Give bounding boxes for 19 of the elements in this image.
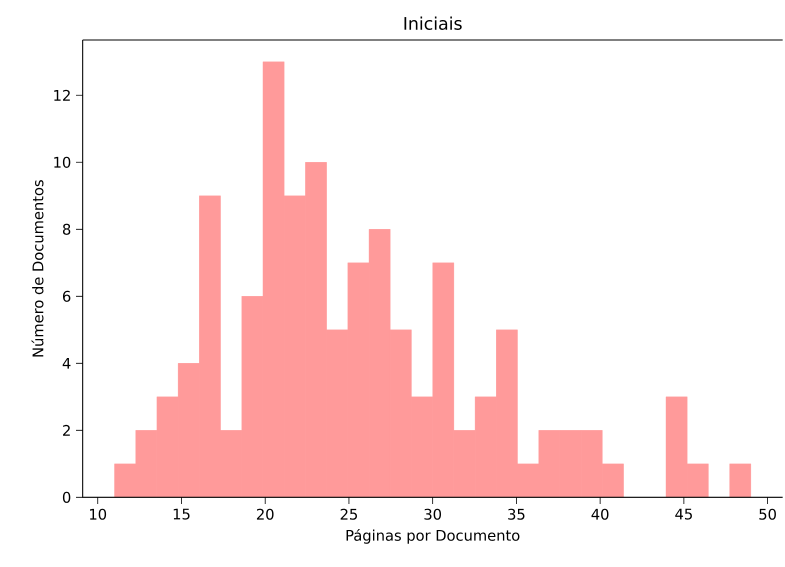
- x-tick-label: 35: [508, 508, 524, 520]
- x-tick-label: 25: [340, 508, 357, 520]
- x-tick-label: 10: [90, 508, 106, 520]
- x-tick-label: 30: [424, 508, 442, 520]
- y-tick-label: 12: [54, 90, 70, 101]
- y-tick-label: 8: [62, 224, 70, 236]
- x-tick-label: 15: [174, 508, 190, 520]
- y-tick-label: 4: [62, 358, 70, 369]
- x-tick-label: 45: [675, 508, 692, 520]
- x-tick-label: 50: [759, 508, 776, 520]
- x-axis-title: Páginas por Documento: [346, 529, 520, 544]
- y-axis-title: Número de Documentos: [32, 180, 44, 357]
- y-tick-label: 10: [54, 156, 70, 168]
- chart-title: Iniciais: [404, 16, 462, 30]
- x-tick-label: 20: [256, 508, 274, 520]
- x-tick-label: 40: [592, 508, 608, 520]
- y-tick-label: 6: [62, 290, 70, 302]
- y-tick-label: 2: [63, 425, 70, 436]
- y-tick-label: 0: [62, 492, 70, 504]
